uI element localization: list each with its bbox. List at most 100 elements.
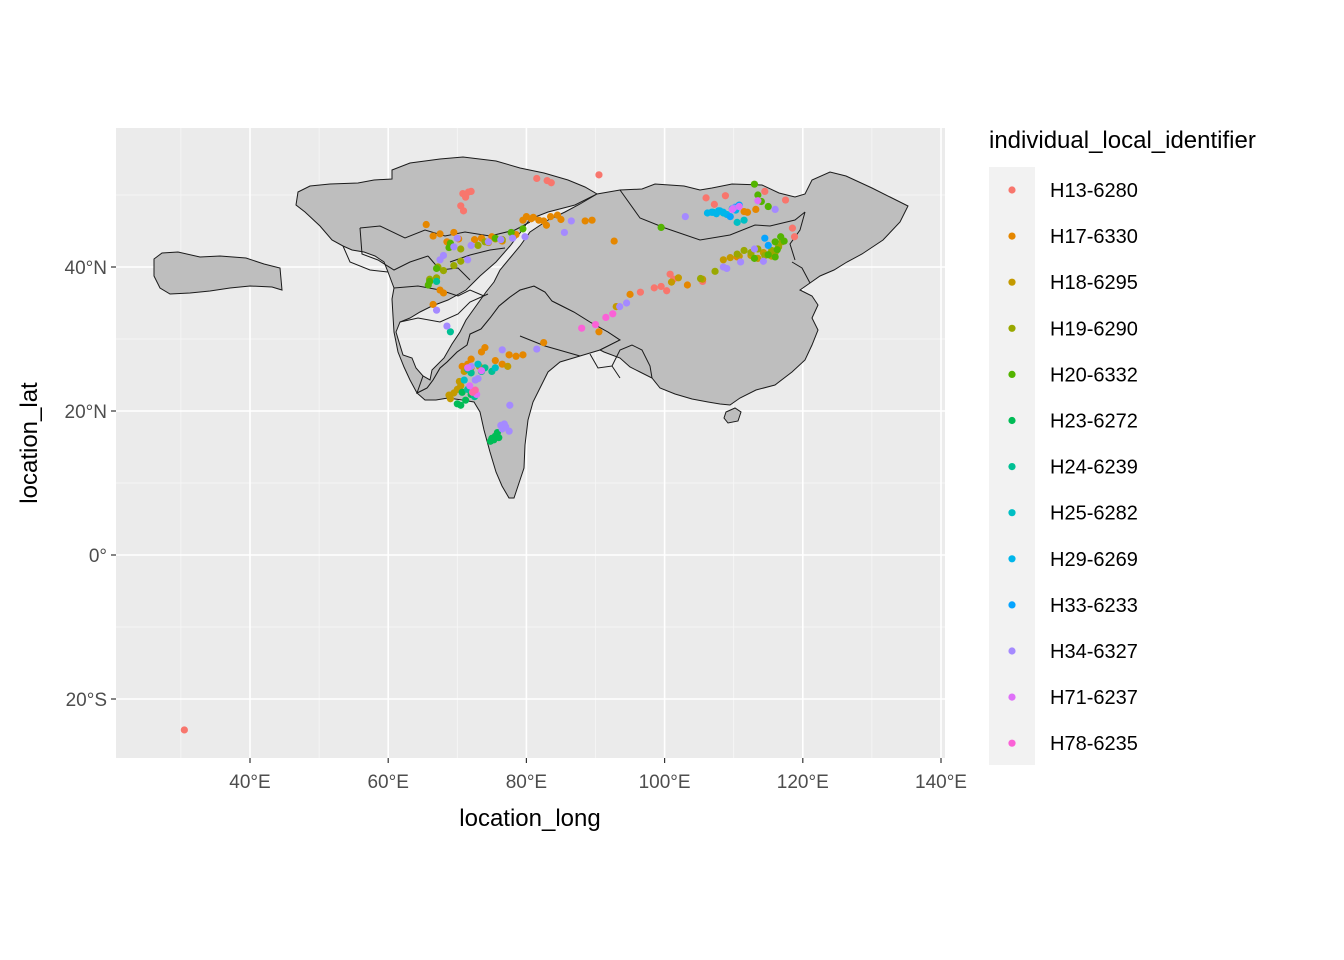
legend-label: H29-6269	[1050, 549, 1138, 571]
data-point	[622, 299, 631, 307]
border-tajik	[427, 255, 471, 281]
data-point	[439, 267, 448, 275]
data-point	[505, 427, 513, 435]
legend-label: H18-6295	[1050, 272, 1138, 294]
data-point	[477, 367, 486, 375]
data-point	[498, 346, 506, 354]
data-point	[490, 436, 498, 444]
data-point	[595, 171, 603, 179]
data-point	[474, 375, 482, 383]
data-point	[432, 306, 441, 314]
data-point	[457, 257, 465, 265]
data-point	[726, 213, 734, 221]
data-point	[567, 217, 575, 225]
data-point	[771, 238, 779, 246]
data-point	[546, 213, 555, 221]
legend-label: H34-6327	[1050, 641, 1138, 663]
data-point	[780, 237, 788, 245]
data-point	[650, 284, 658, 292]
data-point	[432, 264, 441, 273]
data-point	[754, 191, 762, 199]
data-point	[446, 328, 454, 336]
data-point	[616, 303, 624, 311]
land-central-asia	[295, 156, 599, 394]
data-point	[497, 236, 505, 244]
legend-label: H71-6237	[1050, 687, 1138, 709]
y-tick-label: 0°	[89, 546, 107, 567]
data-point	[507, 228, 515, 237]
data-point	[560, 228, 569, 237]
data-point	[491, 364, 499, 372]
legend-label: H33-6233	[1050, 595, 1138, 617]
legend-label: H20-6332	[1050, 364, 1138, 386]
data-point	[459, 207, 468, 215]
x-axis-title: location_long	[459, 805, 600, 832]
data-point	[711, 267, 719, 275]
legend-key	[1008, 416, 1016, 425]
legend-key	[1008, 324, 1016, 332]
legend-key	[1008, 186, 1016, 194]
data-point	[702, 194, 710, 202]
data-point	[504, 362, 512, 370]
data-point	[773, 246, 781, 254]
data-point	[429, 300, 437, 309]
data-point	[505, 351, 513, 359]
data-point	[477, 348, 486, 356]
data-point	[764, 202, 772, 211]
legend-label: H24-6239	[1050, 457, 1138, 479]
x-tick-label: 60°E	[367, 772, 408, 793]
data-point	[609, 310, 617, 318]
data-point	[467, 241, 475, 249]
data-point	[439, 289, 448, 297]
data-point	[519, 351, 527, 359]
data-point	[588, 216, 596, 224]
data-point	[540, 339, 548, 347]
data-point	[508, 234, 517, 242]
x-tick-label: 120°E	[777, 772, 829, 793]
data-point	[740, 246, 748, 255]
data-point	[506, 401, 514, 409]
data-point	[467, 369, 475, 377]
data-point	[467, 355, 475, 363]
data-point	[764, 251, 772, 259]
legend-title: individual_local_identifier	[989, 127, 1256, 154]
data-point	[436, 230, 444, 238]
data-point	[453, 234, 461, 242]
y-tick-label: 20°N	[65, 402, 107, 423]
data-point	[470, 236, 479, 244]
data-point	[771, 253, 779, 261]
data-point	[464, 256, 472, 264]
legend-key	[1008, 647, 1016, 655]
data-point	[458, 388, 466, 396]
data-point	[764, 241, 772, 249]
data-point	[521, 233, 529, 241]
data-point	[445, 391, 453, 399]
border-pakistan	[399, 293, 489, 323]
data-point	[602, 313, 610, 321]
border-bangladesh	[589, 353, 621, 379]
data-point	[737, 258, 745, 266]
data-point	[636, 288, 645, 296]
data-point	[781, 196, 790, 204]
data-point	[491, 357, 499, 365]
data-point	[450, 261, 458, 270]
data-point	[533, 345, 541, 353]
data-point	[750, 254, 759, 262]
legend: individual_local_identifier H13-6280 H17-…	[989, 127, 1256, 765]
border-korea	[791, 261, 811, 284]
border-turkmen	[342, 245, 389, 273]
data-point	[752, 205, 760, 213]
data-point	[542, 221, 551, 229]
legend-key	[1008, 739, 1016, 747]
data-point	[788, 224, 797, 232]
y-tick-label: 40°N	[65, 258, 107, 279]
data-point	[533, 174, 541, 183]
data-point	[467, 187, 475, 195]
data-point	[674, 274, 683, 282]
data-point	[180, 726, 188, 734]
data-point	[491, 234, 499, 242]
data-point	[519, 225, 527, 233]
data-point	[663, 287, 671, 295]
x-axis-ticks: 40°E 60°E 80°E 100°E 120°E 140°E	[229, 758, 967, 793]
legend-items: H13-6280 H17-6330 H18-6295 H19-6290 H20-6332…	[1008, 180, 1138, 755]
